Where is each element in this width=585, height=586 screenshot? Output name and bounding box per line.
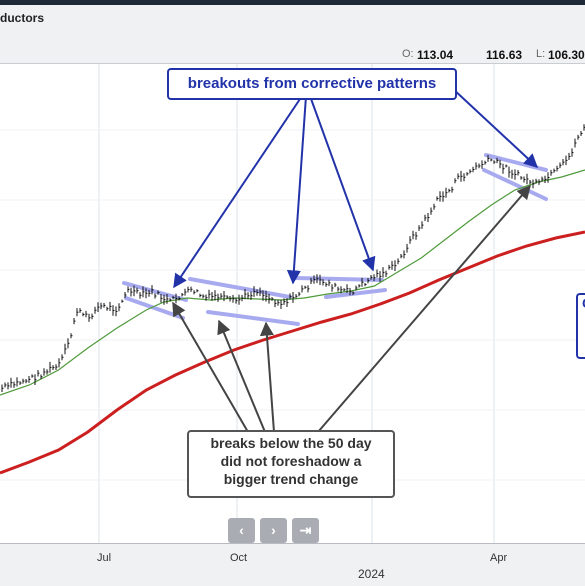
pattern-band xyxy=(482,168,548,201)
arrow-gray xyxy=(259,321,275,433)
ma200-line xyxy=(0,230,585,475)
x-tick-label: Oct xyxy=(230,552,248,564)
low-label: L: xyxy=(536,48,546,60)
top-bar xyxy=(0,0,585,5)
x-axis: Jul Oct 2024 Apr xyxy=(0,543,585,586)
price-bars xyxy=(1,124,585,392)
chart-title: ductors xyxy=(0,11,45,25)
pattern-band xyxy=(206,310,300,326)
chart-header: ductors O: 113.04 116.63 L: 106.30 xyxy=(0,5,585,64)
breakouts-callout: breakouts from corrective patterns xyxy=(167,68,457,100)
arrow-gray xyxy=(172,301,249,433)
high-value: 116.63 xyxy=(486,48,523,62)
next-button[interactable]: › xyxy=(260,518,287,543)
arrow-blue xyxy=(309,95,376,272)
ma50-line xyxy=(0,169,585,396)
arrow-blue xyxy=(286,95,307,285)
annotation-arrows xyxy=(172,87,539,433)
arrow-blue xyxy=(451,87,539,168)
breaks-callout: breaks below the 50 day did not foreshad… xyxy=(187,430,395,498)
x-tick-label: 2024 xyxy=(358,567,385,581)
open-label: O: xyxy=(402,48,414,60)
pattern-band xyxy=(124,296,185,320)
jump-to-end-button[interactable]: ⇥ xyxy=(292,518,319,543)
arrow-gray xyxy=(317,184,531,433)
pattern-band xyxy=(294,276,384,282)
pattern-band xyxy=(324,288,387,299)
low-value: 106.30 xyxy=(548,48,585,62)
pattern-band xyxy=(188,277,292,299)
arrow-blue xyxy=(173,95,303,289)
arrow-gray xyxy=(217,319,266,433)
right-callout-fragment: C xyxy=(576,293,585,359)
x-tick-label: Apr xyxy=(490,552,508,564)
x-tick-label: Jul xyxy=(97,552,112,564)
open-value: 113.04 xyxy=(417,48,454,62)
prev-button[interactable]: ‹ xyxy=(228,518,255,543)
